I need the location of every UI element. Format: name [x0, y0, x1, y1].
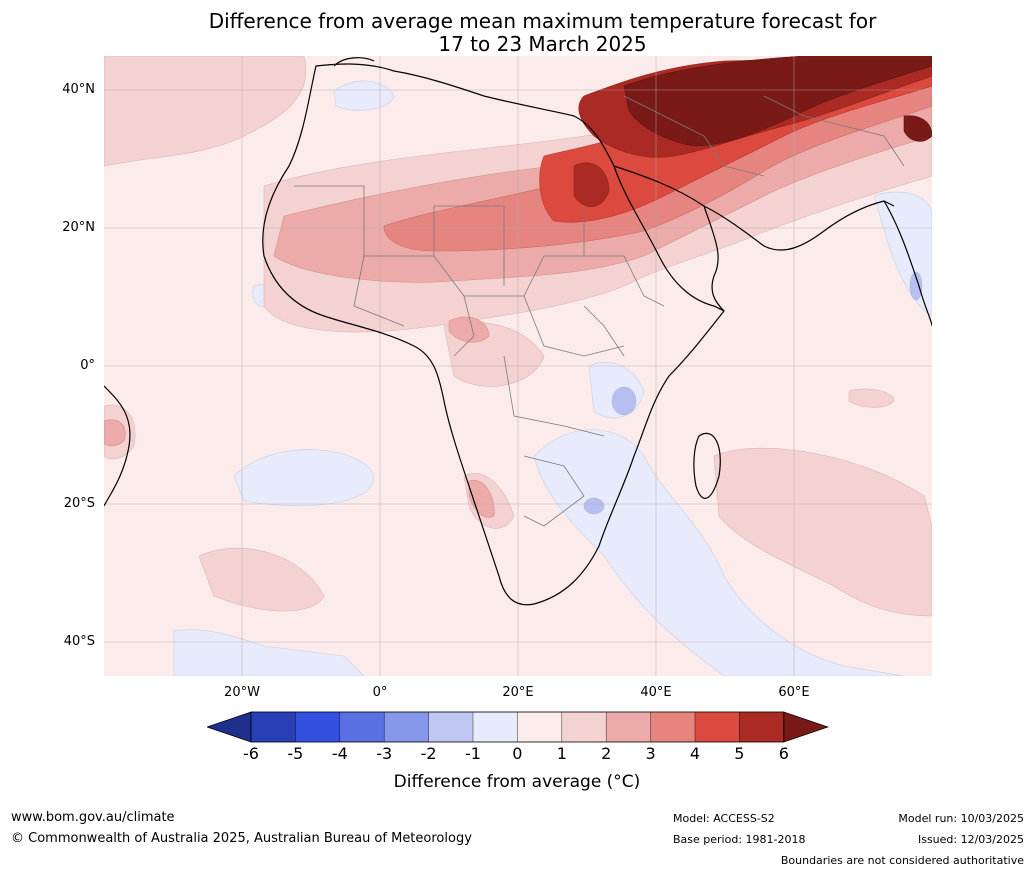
footer-base-period: Base period: 1981-2018 [673, 833, 806, 846]
colorbar-segment [251, 712, 296, 742]
colorbar-tick-label: 2 [601, 744, 612, 763]
colorbar-extend-high [783, 711, 829, 743]
colorbar-tick-label: 3 [645, 744, 656, 763]
footer-copyright: © Commonwealth of Australia 2025, Austra… [11, 831, 472, 846]
colorbar-segment [428, 712, 474, 742]
colorbar-tick-label: 1 [556, 744, 567, 763]
cool-anomaly-india [873, 191, 932, 317]
footer-website: www.bom.gov.au/climate [11, 810, 175, 825]
colorbar-tick-label: 5 [734, 744, 745, 763]
footer-disclaimer: Boundaries are not considered authoritat… [780, 854, 1024, 867]
colorbar-tick-label: -3 [376, 744, 393, 763]
warm-anomaly-indian-ocean-small [848, 388, 895, 408]
warm-anomaly-north-atlantic [104, 56, 307, 167]
footer-issued: Issued: 12/03/2025 [917, 833, 1024, 846]
lon-label-20w: 20°W [224, 685, 260, 700]
lat-label-20s: 20°S [63, 496, 95, 511]
colorbar-segment [650, 712, 696, 742]
warm-anomaly-egypt-core [573, 162, 610, 207]
colorbar-segment [606, 712, 652, 742]
lon-label-0: 0° [372, 685, 388, 700]
cool-core-mozambique [583, 497, 605, 515]
colorbar-tick-label: -6 [243, 744, 259, 763]
cool-anomaly-atlantic-south [233, 449, 375, 506]
colorbar-segment [695, 712, 740, 742]
colorbar-segment [473, 712, 518, 742]
colorbar [207, 711, 829, 743]
lon-label-40e: 40°E [640, 685, 672, 700]
colorbar-segment [561, 712, 607, 742]
colorbar-label: Difference from average (°C) [393, 772, 641, 792]
colorbar-segment [295, 712, 341, 742]
cool-anomaly-southern-africa [533, 429, 905, 676]
colorbar-tick-label: 0 [512, 744, 523, 763]
extreme-anomaly-caspian [903, 115, 932, 142]
colorbar-tick-label: -5 [287, 744, 304, 763]
colorbar-segment [739, 712, 785, 742]
temperature-anomaly-map [104, 56, 932, 676]
warm-anomaly-south-atlantic [198, 547, 325, 612]
colorbar-extend-low [207, 711, 252, 743]
footer-model-run: Model run: 10/03/2025 [898, 812, 1024, 825]
lat-label-40n: 40°N [62, 82, 95, 97]
country-boundaries [294, 95, 905, 527]
map-title-line1: Difference from average mean maximum tem… [208, 9, 877, 33]
warm-anomaly-west-ocean-core [104, 419, 126, 447]
extreme-anomaly-iran-iraq [623, 56, 932, 147]
colorbar-segment [339, 712, 385, 742]
cool-anomaly-sahara-north [333, 80, 395, 111]
colorbar-tick-label: 6 [778, 744, 789, 763]
colorbar-tick-label: -2 [420, 744, 437, 763]
colorbar-tick-label: 4 [689, 744, 701, 763]
colorbar-tick-label: -1 [465, 744, 481, 763]
coastline [104, 57, 932, 606]
cool-anomaly-atlantic-far-south [173, 629, 365, 676]
warm-anomaly-indian-ocean [713, 447, 932, 617]
colorbar-segment [384, 712, 430, 742]
warm-anomaly-cameroon [448, 316, 490, 343]
cool-core-india-south [909, 271, 923, 301]
lat-label-0: 0° [80, 358, 95, 373]
colorbar-segment [517, 712, 563, 742]
cool-core-lake-region [611, 386, 637, 416]
lat-label-20n: 20°N [62, 220, 95, 235]
lat-label-40s: 40°S [63, 634, 95, 649]
lon-label-60e: 60°E [778, 685, 810, 700]
map-title-line2: 17 to 23 March 2025 [438, 32, 647, 56]
footer-model: Model: ACCESS-S2 [673, 812, 775, 825]
lon-label-20e: 20°E [502, 685, 534, 700]
colorbar-tick-label: -4 [331, 744, 348, 763]
